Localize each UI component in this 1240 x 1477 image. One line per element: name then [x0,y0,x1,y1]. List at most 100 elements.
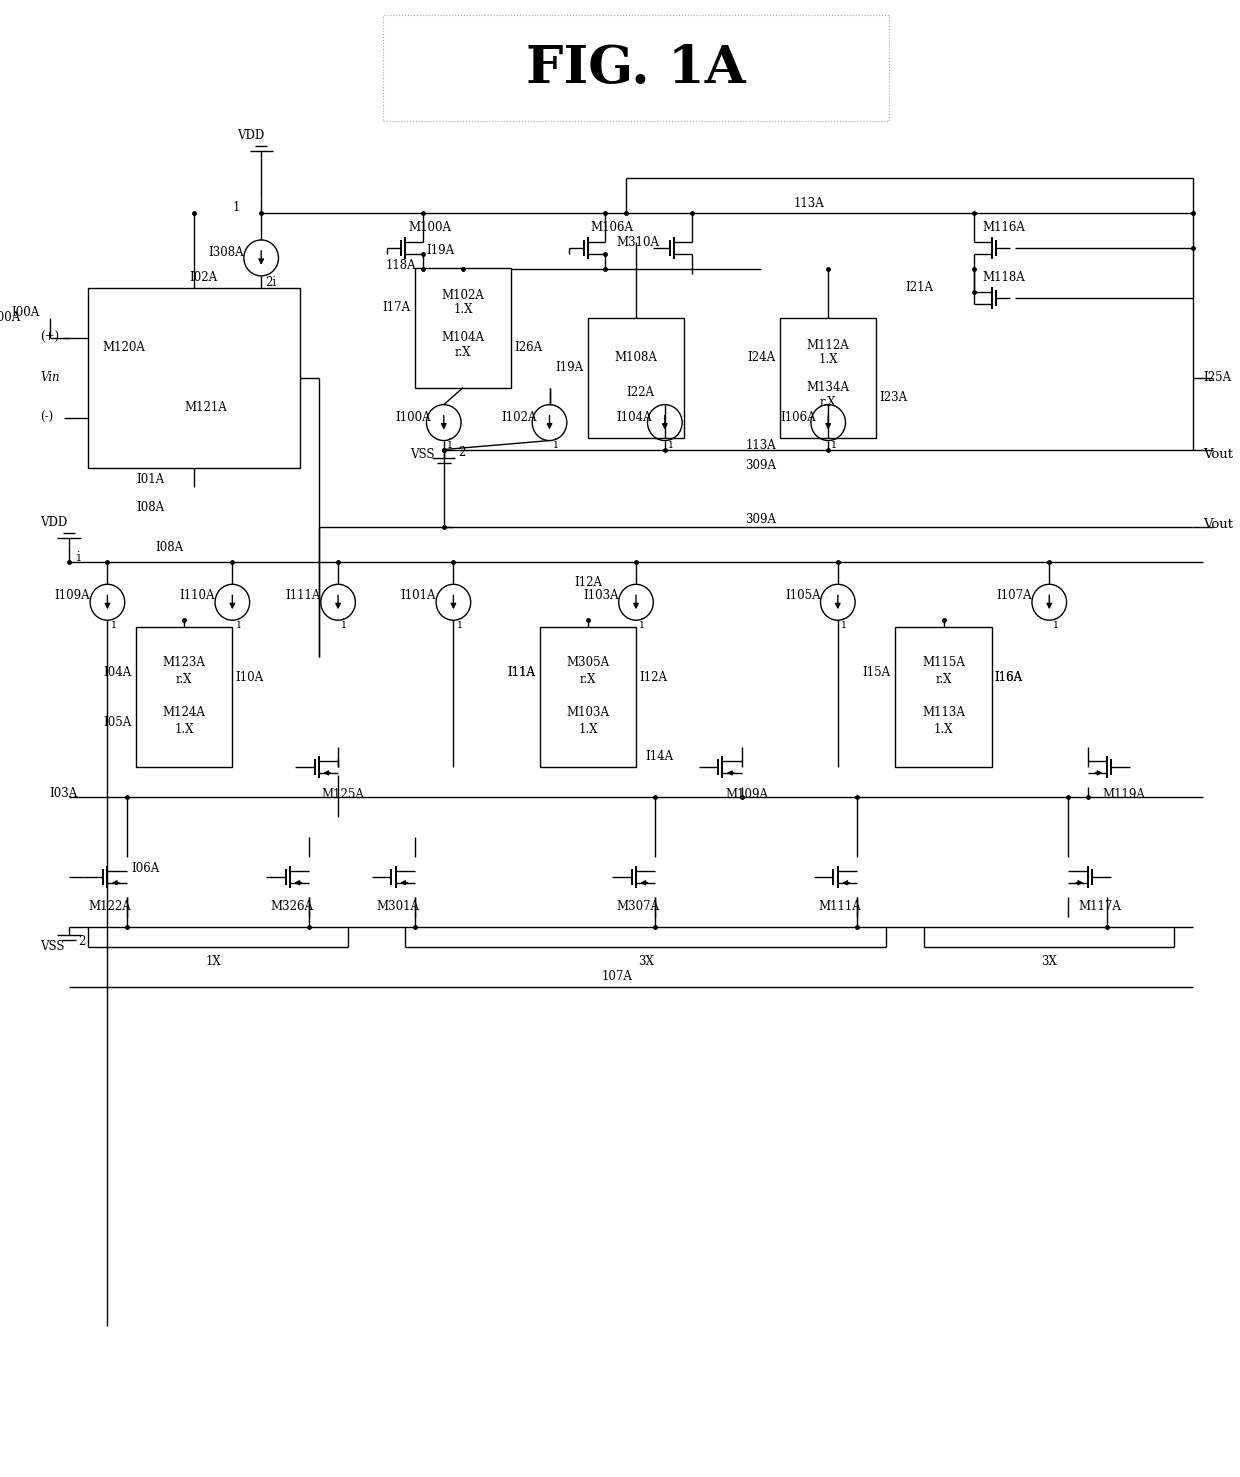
Text: M117A: M117A [1078,899,1121,913]
Text: I24A: I24A [748,352,775,365]
Text: I109A: I109A [55,589,91,601]
Text: I111A: I111A [285,589,321,601]
Text: M100A: M100A [408,222,451,235]
Text: M106A: M106A [590,222,634,235]
Text: I26A: I26A [513,341,542,354]
Text: M122A: M122A [88,899,131,913]
Text: i: i [553,439,557,450]
Text: i: i [342,617,346,631]
Text: i: i [236,617,241,631]
Text: VDD: VDD [237,128,264,142]
Text: I10A: I10A [236,671,263,684]
Text: i: i [832,439,836,450]
Text: I23A: I23A [879,391,908,405]
Text: r.X: r.X [820,396,837,409]
Text: I06A: I06A [131,863,160,876]
Text: I12A: I12A [639,671,667,684]
Text: r.X: r.X [455,346,471,359]
Text: 3X: 3X [1042,956,1058,967]
Text: 1.X: 1.X [454,303,472,316]
Bar [136,628,232,767]
Text: 1.X: 1.X [818,353,838,366]
Text: M109A: M109A [725,789,769,802]
Text: Vout: Vout [1203,518,1233,530]
Text: I22A: I22A [626,385,655,399]
Text: I103A: I103A [583,589,619,601]
Text: VSS: VSS [40,939,64,953]
Text: M104A: M104A [441,331,485,344]
Text: 309A: 309A [745,459,776,473]
Text: I05A: I05A [103,715,131,728]
Text: 2: 2 [78,935,86,948]
Text: I03A: I03A [50,787,78,801]
Text: I19A: I19A [556,362,583,374]
Text: Vout: Vout [1203,448,1233,461]
Text: M305A: M305A [567,656,610,669]
Text: I11A: I11A [507,666,536,678]
Text: M116A: M116A [982,222,1024,235]
Bar [88,288,300,468]
Text: i: i [448,439,451,450]
Text: M108A: M108A [615,352,657,365]
Text: 2: 2 [459,446,465,459]
Text: I107A: I107A [997,589,1032,601]
Text: M307A: M307A [616,899,660,913]
Text: M102A: M102A [441,289,485,303]
Text: M119A: M119A [1102,789,1145,802]
Text: I100A: I100A [396,411,432,424]
Text: (-): (-) [40,411,53,424]
Text: r.X: r.X [579,672,596,685]
Text: M123A: M123A [162,656,206,669]
Text: 1: 1 [233,201,241,214]
Text: i: i [640,617,644,631]
Text: I21A: I21A [905,281,932,294]
Bar [895,628,992,767]
Text: (+): (+) [40,331,60,344]
Text: I00A: I00A [11,306,40,319]
Text: I308A: I308A [208,247,244,260]
Text: 1.X: 1.X [175,722,193,736]
Text: r.X: r.X [935,672,952,685]
Text: M112A: M112A [807,340,849,352]
Text: I11A: I11A [507,666,536,678]
Text: VDD: VDD [40,515,67,529]
Text: 113A: 113A [745,439,776,452]
Text: Vin: Vin [40,371,60,384]
Text: i: i [77,551,81,564]
Text: I14A: I14A [646,750,673,764]
Text: M134A: M134A [807,381,849,394]
Text: M124A: M124A [162,706,206,718]
Text: i: i [112,617,115,631]
Text: I02A: I02A [190,272,217,285]
Text: M125A: M125A [321,789,365,802]
Text: I104A: I104A [616,411,652,424]
Text: 2i: 2i [265,276,277,289]
Bar [588,318,684,437]
Text: FIG. 1A: FIG. 1A [526,43,745,93]
Text: M326A: M326A [270,899,314,913]
Text: I101A: I101A [401,589,436,601]
Text: I17A: I17A [382,301,410,315]
Text: M301A: M301A [377,899,419,913]
Text: 113A: 113A [794,196,825,210]
Bar [539,628,636,767]
Text: I08A: I08A [136,501,165,514]
Text: M111A: M111A [818,899,862,913]
Text: 1.X: 1.X [578,722,598,736]
Text: I102A: I102A [501,411,537,424]
Text: I00A: I00A [0,312,20,325]
Text: I19A: I19A [427,244,455,257]
Text: I110A: I110A [180,589,215,601]
Text: M310A: M310A [616,236,660,250]
Text: i: i [842,617,846,631]
Text: 107A: 107A [601,970,632,984]
Text: M118A: M118A [982,272,1024,285]
Text: I08A: I08A [155,541,184,554]
Text: M121A: M121A [185,402,227,414]
Text: 1.X: 1.X [934,722,954,736]
Text: r.X: r.X [176,672,192,685]
Text: I105A: I105A [785,589,821,601]
Text: i: i [1053,617,1056,631]
Text: I106A: I106A [780,411,816,424]
Text: i: i [458,617,461,631]
